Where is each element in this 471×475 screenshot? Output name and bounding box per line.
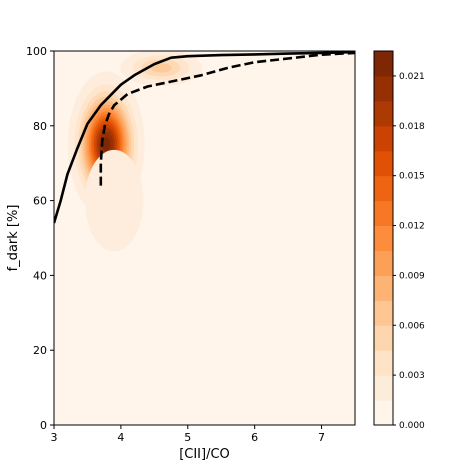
density-contour-0-14: [102, 137, 111, 152]
colorbar-segment: [374, 51, 393, 77]
colorbar-tick-label: 0.015: [399, 172, 425, 182]
x-axis-ticks: 3 4 5 6 7: [51, 425, 325, 444]
y-tick-label: 100: [26, 45, 47, 58]
y-axis-title: f_dark [%]: [6, 205, 21, 272]
y-tick-label: 80: [33, 120, 47, 133]
colorbar-segment: [374, 100, 393, 127]
colorbar-segment: [374, 175, 393, 202]
density-contour-2-0: [85, 149, 144, 252]
x-tick-label: 3: [51, 431, 58, 444]
colorbar-segment: [374, 350, 393, 376]
colorbar-tick-label: 0.003: [399, 371, 425, 381]
colorbar-segment: [374, 325, 393, 351]
colorbar-segment: [374, 75, 393, 102]
colorbar-segment: [374, 375, 393, 401]
colorbar-tick-label: 0.021: [399, 72, 425, 82]
density-contour-1-3: [150, 63, 172, 73]
colorbar-frame: [373, 50, 394, 426]
colorbar-segment: [374, 150, 393, 177]
y-tick-label: 0: [40, 419, 47, 432]
series-lines: [54, 51, 355, 224]
colorbar-segment: [374, 300, 393, 326]
series-line-dashed: [99, 51, 355, 186]
colorbar-segment: [374, 200, 393, 227]
colorbar: [374, 51, 393, 426]
x-tick-label: 5: [184, 431, 191, 444]
y-tick-label: 40: [33, 269, 47, 282]
colorbar-segment: [374, 400, 393, 426]
x-tick-label: 6: [251, 431, 258, 444]
colorbar-tick-label: 0.018: [399, 122, 425, 132]
colorbar-segment: [374, 125, 393, 152]
y-axis-ticks: 0 20 40 60 80 100: [26, 45, 54, 432]
density-contours: [67, 51, 202, 252]
colorbar-ticks: 0.000 0.003 0.006 0.009 0.012 0.015 0.018 0.021: [393, 72, 425, 431]
colorbar-tick-label: 0.012: [399, 222, 425, 232]
colorbar-segment: [374, 275, 393, 301]
y-tick-label: 60: [33, 195, 47, 208]
x-axis-title: [CII]/CO: [179, 447, 230, 462]
colorbar-tick-label: 0.006: [399, 321, 425, 331]
colorbar-tick-label: 0.000: [399, 421, 425, 431]
y-tick-label: 20: [33, 344, 47, 357]
colorbar-tick-label: 0.009: [399, 271, 425, 281]
x-tick-label: 7: [318, 431, 325, 444]
plot-frame: [53, 50, 356, 426]
x-tick-label: 4: [117, 431, 124, 444]
colorbar-segment: [374, 225, 393, 251]
series-line-solid: [54, 51, 355, 224]
colorbar-segment: [374, 250, 393, 276]
